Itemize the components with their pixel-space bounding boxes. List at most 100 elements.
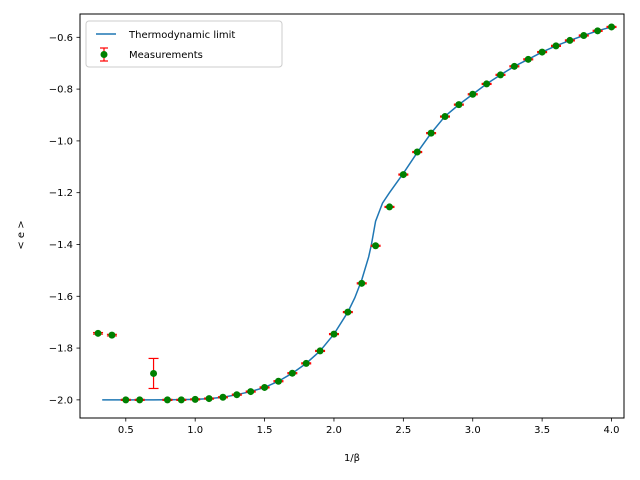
measurement-point	[231, 391, 242, 399]
legend: Thermodynamic limit Measurements	[85, 20, 283, 68]
measurement-marker	[469, 90, 477, 98]
measurement-point	[217, 393, 228, 401]
measurement-marker	[205, 395, 213, 403]
measurement-point	[509, 62, 520, 70]
legend-label-measurements: Measurements	[129, 50, 203, 61]
measurement-point	[495, 71, 506, 79]
measurement-marker	[219, 393, 227, 401]
series-line-thermodynamic-limit	[102, 26, 612, 401]
measurement-point	[412, 148, 423, 156]
y-axis: −2.0 −1.8 −1.6 −1.4 −1.2 −1.0 −0.8 −0.6	[49, 33, 80, 406]
x-tick-label: 1.5	[257, 425, 273, 436]
measurement-marker	[233, 391, 241, 399]
measurement-marker	[330, 330, 338, 338]
x-tick-label: 0.5	[118, 425, 134, 436]
measurement-marker	[358, 279, 366, 287]
measurement-marker	[316, 347, 324, 355]
measurement-marker	[150, 369, 158, 377]
measurement-point	[148, 357, 159, 390]
measurement-marker	[580, 31, 588, 39]
measurement-marker	[122, 396, 130, 404]
measurement-point	[439, 113, 450, 121]
measurement-marker	[594, 27, 602, 35]
y-tick-label: −2.0	[49, 395, 73, 406]
measurement-point	[328, 330, 339, 338]
measurement-point	[134, 396, 145, 404]
measurement-point	[537, 48, 548, 56]
measurement-point	[467, 90, 478, 98]
legend-errorbar-swatch	[100, 47, 108, 62]
measurement-marker	[372, 242, 380, 250]
measurement-marker	[247, 388, 255, 396]
measurement-point	[106, 331, 117, 339]
x-tick-label: 4.0	[604, 425, 620, 436]
x-axis: 0.5 1.0 1.5 2.0 2.5 3.0 3.5 4.0	[118, 418, 620, 436]
measurement-point	[578, 31, 589, 39]
y-tick-label: −1.2	[49, 188, 73, 199]
x-axis-label: 1/β	[344, 453, 360, 464]
measurement-point	[426, 129, 437, 137]
measurement-marker	[608, 23, 616, 31]
measurement-marker	[163, 396, 171, 404]
measurement-marker	[288, 369, 296, 377]
measurement-point	[259, 383, 270, 391]
measurement-marker	[552, 42, 560, 50]
measurement-marker	[566, 36, 574, 44]
measurement-marker	[496, 71, 504, 79]
x-tick-label: 2.5	[395, 425, 411, 436]
measurement-marker	[261, 383, 269, 391]
legend-box	[85, 20, 283, 68]
measurement-point	[315, 347, 326, 355]
measurement-point	[551, 42, 561, 50]
measurement-point	[592, 27, 603, 35]
measurement-point	[245, 388, 256, 396]
measurement-marker	[483, 80, 491, 88]
measurement-marker	[344, 308, 352, 316]
measurement-point	[356, 279, 367, 287]
y-tick-label: −1.0	[49, 136, 73, 147]
measurement-point	[287, 369, 298, 377]
y-tick-label: −1.6	[49, 292, 73, 303]
measurement-point	[204, 395, 215, 403]
measurement-point	[384, 203, 395, 211]
measurement-marker	[455, 101, 463, 109]
y-tick-label: −0.8	[49, 85, 73, 96]
measurement-marker	[302, 359, 310, 367]
measurement-marker	[399, 171, 407, 179]
y-tick-label: −1.8	[49, 344, 73, 355]
measurement-marker	[177, 396, 185, 404]
measurement-marker	[136, 396, 144, 404]
y-tick-label: −0.6	[49, 33, 73, 44]
x-tick-label: 3.0	[465, 425, 481, 436]
measurement-point	[523, 55, 534, 63]
measurement-point	[398, 171, 409, 179]
measurement-marker	[94, 329, 102, 337]
x-tick-label: 1.0	[187, 425, 203, 436]
measurement-marker	[441, 113, 449, 121]
measurement-point	[162, 396, 173, 404]
measurement-marker	[538, 48, 546, 56]
measurement-point	[370, 242, 381, 250]
measurement-marker	[413, 148, 421, 156]
measurement-marker	[385, 203, 393, 211]
measurement-point	[273, 377, 284, 385]
measurement-marker	[524, 55, 532, 63]
measurement-point	[93, 329, 104, 337]
y-tick-label: −1.4	[49, 240, 73, 251]
measurement-point	[564, 36, 575, 44]
plot-area	[93, 23, 617, 404]
measurement-point	[176, 396, 187, 404]
measurement-point	[190, 395, 201, 403]
measurement-marker	[108, 331, 116, 339]
x-tick-label: 3.5	[534, 425, 550, 436]
measurement-point	[453, 101, 464, 109]
measurement-point	[481, 80, 492, 88]
legend-label-thermodynamic: Thermodynamic limit	[128, 30, 235, 41]
measurement-marker	[510, 62, 518, 70]
measurement-point	[342, 308, 353, 316]
measurement-point	[606, 23, 617, 31]
measurement-marker	[427, 129, 435, 137]
y-axis-label: < e >	[16, 220, 27, 249]
measurement-marker	[274, 377, 282, 385]
